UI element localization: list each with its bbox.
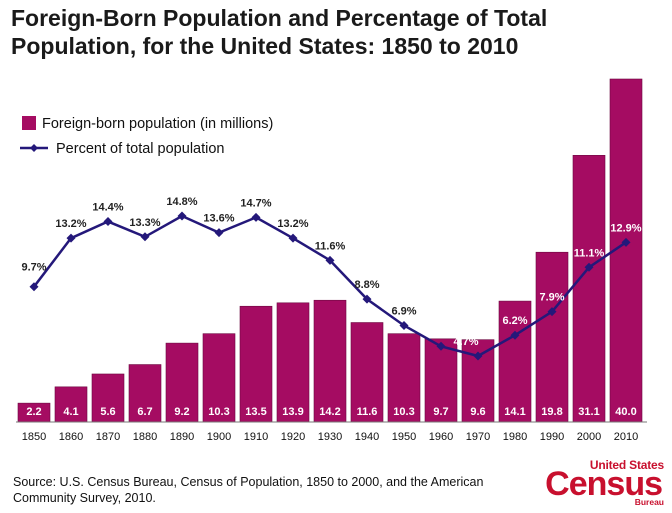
bar-label-1960: 9.7 (433, 406, 448, 418)
bar-1960 (424, 338, 458, 423)
percent-label-1880: 13.3% (129, 217, 160, 229)
bar-1940 (350, 322, 384, 423)
percent-point-1910 (251, 212, 261, 222)
x-tick-2010: 2010 (614, 431, 638, 443)
percent-point-1940 (362, 294, 372, 304)
percent-point-1880 (140, 232, 150, 242)
x-tick-1890: 1890 (170, 431, 194, 443)
percent-point-1960 (436, 341, 446, 351)
percent-point-1990 (547, 307, 557, 317)
percent-point-1890 (177, 211, 187, 221)
x-tick-1880: 1880 (133, 431, 157, 443)
percent-label-1940: 8.8% (354, 279, 379, 291)
bar-label-1870: 5.6 (100, 406, 115, 418)
percent-point-1920 (288, 233, 298, 243)
bar-1880 (128, 364, 162, 423)
bar-label-1860: 4.1 (63, 406, 78, 418)
percent-label-1890: 14.8% (166, 196, 197, 208)
bar-label-2000: 31.1 (578, 406, 599, 418)
line-layer: 9.7% 13.2% 14.4% 13.3% 14.8% 13.6% 14.7% 13.2% 1… (21, 196, 642, 361)
percent-point-1870 (103, 217, 113, 227)
bar-2000 (572, 155, 606, 423)
logo-top-text: United States (589, 458, 664, 472)
bar-label-2010: 40.0 (615, 406, 636, 418)
percent-label-1960: 5.4% (424, 326, 449, 338)
bar-1870 (91, 373, 125, 423)
percent-label-1930: 11.6% (315, 240, 346, 252)
percent-point-1930 (325, 255, 335, 265)
legend-swatch-bars (22, 116, 36, 130)
x-tick-1870: 1870 (96, 431, 120, 443)
bar-1890 (165, 342, 199, 423)
x-tick-1940: 1940 (355, 431, 379, 443)
x-tick-1930: 1930 (318, 431, 342, 443)
x-tick-1910: 1910 (244, 431, 268, 443)
percent-label-2010: 12.9% (610, 222, 641, 234)
x-tick-1950: 1950 (392, 431, 416, 443)
percent-label-1950: 6.9% (391, 306, 416, 318)
source-note: Source: U.S. Census Bureau, Census of Po… (13, 475, 484, 505)
bar-label-1940: 11.6 (357, 406, 378, 418)
percent-label-1920: 13.2% (277, 218, 308, 230)
percent-label-1980: 6.2% (502, 315, 527, 327)
percent-point-1980 (510, 330, 520, 340)
percent-point-2000 (584, 262, 594, 272)
percent-point-1860 (66, 233, 76, 243)
percent-label-1900: 13.6% (203, 213, 234, 225)
bar-1990 (535, 251, 569, 423)
bar-label-1880: 6.7 (137, 406, 152, 418)
x-tick-1990: 1990 (540, 431, 564, 443)
percent-label-1970: 4.7% (453, 336, 478, 348)
bar-label-1990: 19.8 (541, 406, 562, 418)
x-tick-2000: 2000 (577, 431, 601, 443)
census-bureau-logo: United States Census Bureau (545, 458, 666, 508)
percent-point-1850 (29, 282, 39, 292)
logo-main-text: Census (545, 465, 663, 503)
bar-1930 (313, 299, 347, 423)
bar-label-1850: 2.2 (26, 406, 41, 418)
bar-label-1970: 9.6 (470, 406, 485, 418)
x-tick-1970: 1970 (466, 431, 490, 443)
bar-label-1900: 10.3 (208, 406, 229, 418)
percent-label-1860: 13.2% (55, 218, 86, 230)
bar-label-1890: 9.2 (174, 406, 189, 418)
x-tick-1860: 1860 (59, 431, 83, 443)
logo-bottom-text: Bureau (634, 497, 664, 507)
bars-layer: 2.2 4.1 5.6 6.7 9.2 10.3 13.5 13.9 14.2 11.6 10.3 9… (17, 78, 643, 423)
x-tick-1920: 1920 (281, 431, 305, 443)
percent-point-1950 (399, 321, 409, 331)
bar-1920 (276, 302, 310, 423)
x-tick-1900: 1900 (207, 431, 231, 443)
percent-point-1900 (214, 228, 224, 238)
percent-label-1850: 9.7% (21, 262, 46, 274)
bar-label-1910: 13.5 (245, 406, 266, 418)
x-tick-1960: 1960 (429, 431, 453, 443)
percent-label-2000: 11.1% (574, 247, 605, 259)
bar-1950 (387, 333, 421, 423)
legend-label-bars: Foreign-born population (in millions) (42, 116, 273, 132)
percent-label-1870: 14.4% (92, 202, 123, 214)
bar-1910 (239, 305, 273, 423)
x-tick-1980: 1980 (503, 431, 527, 443)
percent-point-2010 (621, 237, 631, 247)
legend: Foreign-born population (in millions) Pe… (20, 116, 273, 157)
bar-label-1930: 14.2 (319, 406, 340, 418)
bar-1860 (54, 386, 88, 423)
bar-label-1920: 13.9 (282, 406, 303, 418)
bar-1980 (498, 300, 532, 423)
percent-point-1970 (473, 351, 483, 361)
chart-title: Foreign-Born Population and Percentage o… (11, 5, 548, 59)
legend-label-line: Percent of total population (56, 141, 224, 157)
chart: 2.2 4.1 5.6 6.7 9.2 10.3 13.5 13.9 14.2 11.6 10.3 9… (16, 78, 647, 443)
bar-label-1980: 14.1 (504, 406, 525, 418)
x-tick-1850: 1850 (22, 431, 46, 443)
legend-marker-line (30, 144, 38, 152)
percent-label-1910: 14.7% (240, 197, 271, 209)
bar-label-1950: 10.3 (393, 406, 414, 418)
percent-label-1990: 7.9% (539, 292, 564, 304)
x-tick-labels: 1850 1860 1870 1880 1890 1900 1910 1920 1930 1940… (22, 431, 638, 443)
